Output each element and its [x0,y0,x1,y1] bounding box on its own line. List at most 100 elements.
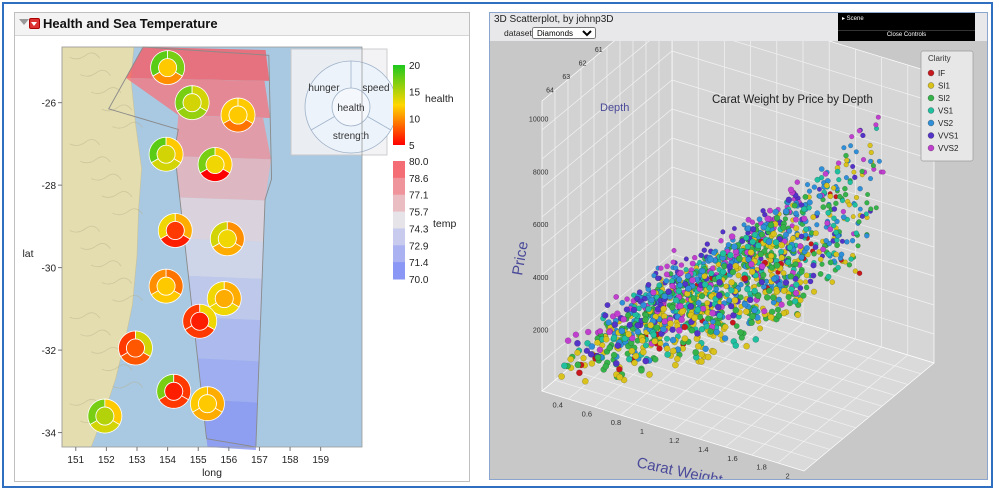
data-point [829,279,836,285]
data-point [764,215,772,223]
z-tick-label: 64 [546,87,554,94]
x-tick-label: 0.4 [553,400,563,409]
health-glyph [190,386,225,422]
temperature-band [179,197,266,242]
glyph-health-center [156,276,176,296]
data-point [636,289,643,296]
data-point [695,299,702,306]
data-point [574,349,581,356]
z-tick-label: 63 [562,74,570,81]
collapse-triangle-icon[interactable] [19,19,29,25]
scene-controls: ▸ Scene Close Controls [838,13,975,41]
data-point [819,261,825,267]
data-point [699,305,707,312]
data-point [763,294,771,301]
data-point [865,192,871,197]
data-point [611,321,619,328]
x-tick-label: 159 [312,455,329,466]
grid-line [541,50,673,160]
close-controls-button[interactable]: Close Controls [838,30,975,38]
data-point [701,247,708,253]
data-point [747,249,755,256]
land-relief [69,225,100,233]
data-point [810,288,818,295]
data-point [814,210,821,216]
data-point [836,177,842,183]
data-point [738,281,744,288]
land-relief [112,121,143,129]
data-point [660,325,667,333]
health-glyph [148,268,184,304]
map-panel-header: Health and Sea Temperature [15,13,469,36]
data-point [808,241,814,247]
data-point [749,219,756,225]
data-point [786,244,794,251]
data-point [856,128,862,134]
dataset-select[interactable]: Diamonds [532,27,596,39]
temp-color-step [393,262,405,280]
data-point [732,342,740,349]
data-point [766,287,773,295]
data-point [676,276,683,283]
red-triangle-menu-icon[interactable] [29,18,40,29]
data-point [860,132,866,139]
data-point [792,275,799,282]
data-point [689,276,696,284]
data-point [843,162,849,168]
data-point [647,321,654,329]
data-point [867,176,874,182]
data-point [745,216,752,223]
grid-line [541,108,673,218]
land-relief [69,52,100,60]
data-point [663,271,670,278]
glyph-legend-divider [367,116,392,131]
y-tick-label: -30 [42,264,57,275]
glyph-health-center [182,93,202,113]
glyph-health-center [217,229,237,249]
data-point [827,226,834,233]
glyph-health-center [190,311,210,331]
data-point [741,301,749,308]
data-point [770,230,778,238]
data-point [688,327,696,334]
data-point [665,288,673,296]
data-point [718,238,724,244]
data-point [772,208,779,216]
data-point [748,268,756,276]
scatter3d-chart[interactable]: 0.4 0.6 0.8 1 1.2 1.4 1.6 1.8 2 2000 4000 6000 8000 1… [490,41,987,479]
data-point [621,335,629,342]
health-glyph [118,330,153,366]
data-point [588,343,596,350]
data-point [699,267,706,275]
land-relief [80,243,111,250]
data-point [811,251,817,257]
scene-toggle[interactable]: ▸ Scene [842,16,864,22]
land-relief [69,398,100,406]
x-tick-label: 154 [159,455,176,466]
legend-marker [927,82,935,89]
map-panel: Health and Sea Temperature hunger speed he… [14,12,470,482]
data-point [743,234,750,241]
land-relief [90,87,122,94]
data-point [806,199,813,206]
data-point [835,264,841,271]
data-point [675,327,683,334]
chart-title: Carat Weight by Price by Depth [712,94,873,106]
data-point [722,323,729,331]
data-point [620,316,627,323]
legend-marker [927,132,935,139]
data-point [605,319,612,326]
data-point [758,279,765,286]
data-point [780,224,787,231]
data-point [616,373,624,381]
data-point [628,334,636,342]
grid-line [777,354,909,464]
data-point [715,292,723,299]
data-point [733,323,740,330]
data-point [794,179,801,185]
x-tick-label: 2 [785,472,789,479]
data-point [817,256,824,263]
land-relief [90,346,122,354]
health-glyph [174,85,210,120]
data-point [793,210,799,217]
